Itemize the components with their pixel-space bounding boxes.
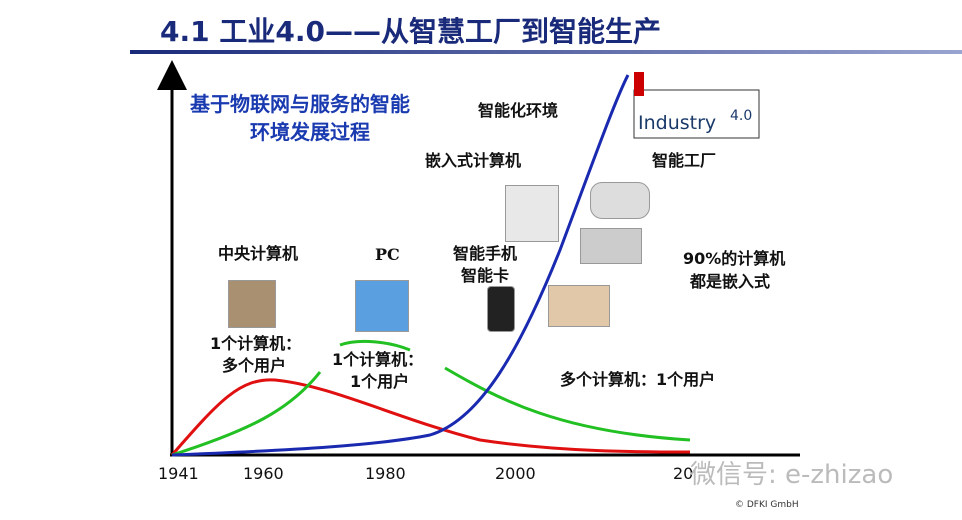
title: 4.1 工业4.0——从智慧工厂到智能生产 [160,15,661,48]
label: 1个计算机： [332,350,424,369]
robot-image [580,228,642,264]
mainframe-curve [170,378,691,456]
label: 中央计算机 [218,244,299,263]
logo-version: 4.0 [730,108,753,124]
logo-flag [634,72,644,96]
label: 智能化环境 [478,101,559,120]
label: 1个用户 [350,372,410,391]
id-card-image [548,285,610,327]
label: 都是嵌入式 [690,272,771,291]
subtitle: 基于物联网与服务的智能 [190,92,410,116]
label: 智能卡 [461,266,510,285]
label: 嵌入式计算机 [425,151,522,170]
mainframe-image [228,280,276,328]
label: 多个计算机：1个用户 [560,370,716,389]
x-axis-label: 1960 [243,464,284,483]
label: 90%的计算机 [683,249,786,268]
pc-curve [171,339,691,457]
copyright: © DFKI GmbH [735,500,799,510]
watermark: 微信号: e-zhizao [690,460,894,490]
label: 1个计算机： [210,334,302,353]
logo-frame [633,89,760,139]
label: 智能工厂 [652,151,717,170]
x-axis-label: 1941 [158,464,199,483]
title-underline [130,50,962,54]
x-axis-label: 20 [673,464,694,483]
cards-image [505,185,559,242]
x-axis-label: 2000 [495,464,536,483]
subtitle: 环境发展过程 [250,120,370,144]
embedded-curve [171,74,630,457]
phone-image [487,286,515,332]
laptop-image [355,280,409,332]
label: 智能手机 [453,244,518,263]
shoe-image [590,182,650,219]
logo-text: Industry [638,112,717,134]
label: 多个用户 [222,356,287,375]
x-axis-label: 1980 [365,464,406,483]
label: PC [375,245,400,264]
